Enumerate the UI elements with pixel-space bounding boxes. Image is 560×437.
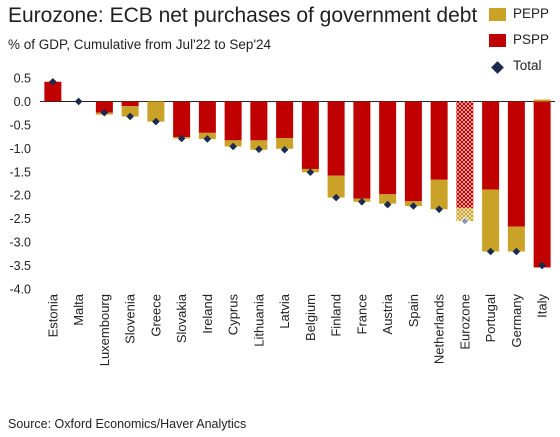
y-tick-label: -0.5 <box>9 118 31 132</box>
bar-pepp <box>121 106 139 117</box>
bar-pepp <box>456 207 474 222</box>
bar-pspp <box>224 101 242 141</box>
bar-pspp <box>327 101 345 176</box>
total-markers-group <box>49 77 546 270</box>
bar-pepp <box>533 99 551 102</box>
total-marker <box>409 202 418 210</box>
bar-pspp <box>430 101 448 180</box>
total-marker <box>229 142 237 151</box>
x-tick-label: Malta <box>71 293 86 326</box>
total-marker <box>126 112 134 121</box>
total-marker <box>49 77 57 86</box>
total-marker <box>460 216 470 226</box>
x-tick-label: Italy <box>535 294 550 318</box>
x-tick-label: Latvia <box>277 293 292 328</box>
legend-label-pspp: PSPP <box>513 32 550 47</box>
x-tick-label: Netherlands <box>432 294 447 365</box>
bar-pspp <box>250 101 268 141</box>
bar-pepp <box>276 138 294 149</box>
total-marker <box>486 247 495 256</box>
bar-pspp <box>456 101 474 208</box>
total-marker <box>512 247 521 256</box>
total-marker <box>152 117 160 126</box>
bar-pspp <box>482 101 500 190</box>
bar-pspp <box>533 101 551 268</box>
source-note: Source: Oxford Economics/Haver Analytics <box>8 417 247 431</box>
bar-pspp <box>173 101 191 138</box>
legend-label-pepp: PEPP <box>513 6 550 21</box>
y-tick-label: -1.5 <box>9 165 31 179</box>
bar-pepp <box>250 140 268 150</box>
bars-group <box>44 81 551 268</box>
chart-title: Eurozone: ECB net purchases of governmen… <box>8 4 478 27</box>
y-tick-label: -3.0 <box>9 236 31 250</box>
total-marker <box>358 197 366 206</box>
x-tick-label: France <box>354 294 369 334</box>
bar-pepp <box>507 226 525 252</box>
bar-pepp <box>147 101 165 122</box>
total-marker <box>383 200 392 209</box>
total-marker <box>255 145 263 154</box>
total-marker <box>538 261 546 270</box>
x-tick-label: Germany <box>509 294 524 348</box>
x-tick-label: Slovenia <box>123 293 138 344</box>
x-tick-label: Belgium <box>303 294 318 341</box>
total-marker <box>435 205 443 214</box>
x-tick-label: Lithuania <box>251 293 266 347</box>
y-tick-label: -3.5 <box>9 259 31 273</box>
bar-pspp <box>379 101 397 195</box>
total-marker <box>74 97 83 106</box>
x-tick-label: Spain <box>406 294 421 327</box>
y-tick-label: -1.0 <box>9 142 31 156</box>
x-tick-label: Luxembourg <box>97 294 112 366</box>
x-tick-label: Austria <box>380 293 395 334</box>
bar-pspp <box>198 101 216 133</box>
bar-pspp <box>121 101 139 107</box>
x-tick-label: Finland <box>329 294 344 337</box>
y-tick-label: -4.0 <box>9 283 31 297</box>
bar-pspp <box>301 101 319 169</box>
bar-pepp <box>327 175 345 198</box>
bar-pspp <box>44 81 62 102</box>
x-tick-label: Portugal <box>483 294 498 343</box>
bar-pspp <box>507 101 525 227</box>
total-marker <box>306 168 315 177</box>
x-tick-label: Greece <box>148 294 163 337</box>
legend-label-total: Total <box>513 58 542 73</box>
total-marker <box>100 108 109 117</box>
x-tick-label: Cyprus <box>226 294 241 336</box>
y-tick-label: -2.5 <box>9 212 31 226</box>
legend-swatch-pspp <box>489 34 506 47</box>
chart-subtitle: % of GDP, Cumulative from Jul'22 to Sep'… <box>8 37 272 52</box>
x-tick-label: Estonia <box>45 293 60 337</box>
total-marker <box>177 134 186 143</box>
total-marker <box>203 135 212 143</box>
bar-pepp <box>379 194 397 204</box>
bar-pepp <box>430 179 448 210</box>
bar-pspp <box>276 101 294 139</box>
bar-pspp <box>404 101 422 202</box>
x-tick-label: Eurozone <box>457 294 472 350</box>
legend-swatch-pepp <box>489 8 506 21</box>
x-axis: Estonia Malta Luxembourg Slovenia Greece Slov… <box>45 293 549 366</box>
x-tick-label: Slovakia <box>174 293 189 343</box>
total-marker <box>280 145 289 154</box>
y-tick-label: 0.5 <box>14 72 31 86</box>
bar-pspp <box>95 101 113 113</box>
bar-pspp <box>353 101 371 199</box>
x-tick-label: Ireland <box>200 294 215 334</box>
y-tick-label: 0.0 <box>14 95 31 109</box>
bar-pepp <box>482 189 500 252</box>
y-tick-label: -2.0 <box>9 189 31 203</box>
total-marker <box>332 193 340 202</box>
